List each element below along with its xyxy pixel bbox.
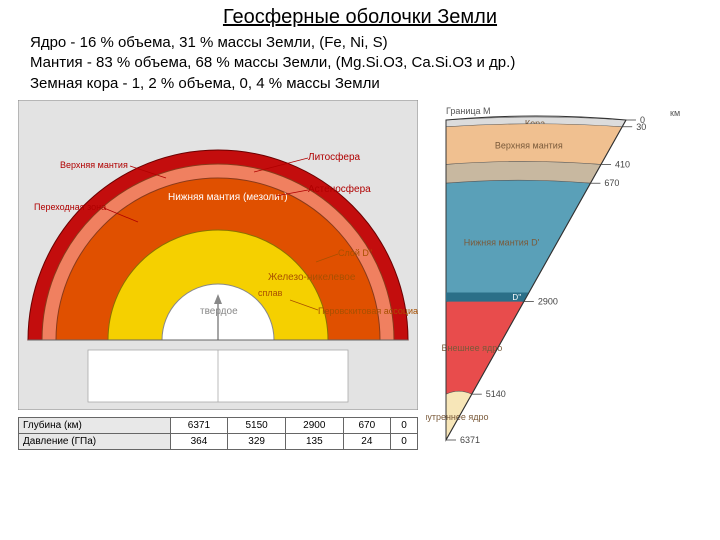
table-cell: 0 <box>391 433 418 449</box>
right-diagram: КораВерхняя мантияНижняя мантия D'Внешне… <box>426 100 696 460</box>
extra-label: Перовскитовая ассоциация <box>318 306 418 316</box>
right-diagram-container: КораВерхняя мантияНижняя мантия D'Внешне… <box>418 100 702 465</box>
layer-label: Астеносфера <box>308 183 371 195</box>
table-cell: 670 <box>343 417 390 433</box>
table-row: Глубина (км) 6371 5150 2900 670 0 <box>19 417 418 433</box>
table-cell: 329 <box>228 433 286 449</box>
bullet-1: Ядро - 16 % объема, 31 % массы Земли, (F… <box>30 33 690 53</box>
depth-tick-label: 670 <box>604 178 619 188</box>
table-cell: 5150 <box>228 417 286 433</box>
header-left-label: Граница М <box>446 106 491 116</box>
table-rowhdr: Давление (ГПа) <box>19 433 171 449</box>
depth-tick-label: 30 <box>636 122 646 132</box>
wedge-layer-label: Нижняя мантия D' <box>464 237 540 247</box>
depth-tick-label: 2900 <box>538 296 558 306</box>
layer-label: Литосфера <box>308 151 361 163</box>
table-cell: 24 <box>343 433 390 449</box>
page-title: Геосферные оболочки Земли <box>0 6 720 29</box>
axis-unit-label: км <box>670 108 680 118</box>
table-cell: 364 <box>170 433 228 449</box>
bullet-2: Мантия - 83 % объема, 68 % массы Земли, … <box>30 53 690 73</box>
layer-label: твердое <box>200 306 238 317</box>
layer-label: Железо-никелевое <box>268 272 356 283</box>
depth-tick-label: 5140 <box>486 389 506 399</box>
wedge-layer-label: Внешнее ядро <box>441 343 502 353</box>
d-double-prime-label: D'' <box>512 293 521 302</box>
depth-tick-label: 410 <box>615 159 630 169</box>
table-row: Давление (ГПа) 364 329 135 24 0 <box>19 433 418 449</box>
figure-row: Литосфера Астеносфера Нижняя мантия (мезол… <box>0 100 720 465</box>
table-cell: 135 <box>285 433 343 449</box>
bullet-3: Земная кора - 1, 2 % объема, 0, 4 % масс… <box>30 74 690 94</box>
table-cell: 2900 <box>285 417 343 433</box>
extra-label: Слой D'' <box>338 248 373 258</box>
bullets-block: Ядро - 16 % объема, 31 % массы Земли, (F… <box>30 33 690 94</box>
table-cell: 6371 <box>170 417 228 433</box>
extra-label: Верхняя мантия <box>60 160 128 170</box>
wedge-layer-label: Верхняя мантия <box>495 140 563 150</box>
table-rowhdr: Глубина (км) <box>19 417 171 433</box>
depth-pressure-table: Глубина (км) 6371 5150 2900 670 0 Давлен… <box>18 417 418 450</box>
extra-label: сплав <box>258 288 283 298</box>
depth-tick-label: 6371 <box>460 435 480 445</box>
left-diagram: Литосфера Астеносфера Нижняя мантия (мезол… <box>18 100 418 410</box>
layer-label: Нижняя мантия (мезолит) <box>168 192 288 203</box>
left-diagram-container: Литосфера Астеносфера Нижняя мантия (мезол… <box>18 100 418 465</box>
table-cell: 0 <box>391 417 418 433</box>
extra-label: Переходная зона <box>34 202 106 212</box>
